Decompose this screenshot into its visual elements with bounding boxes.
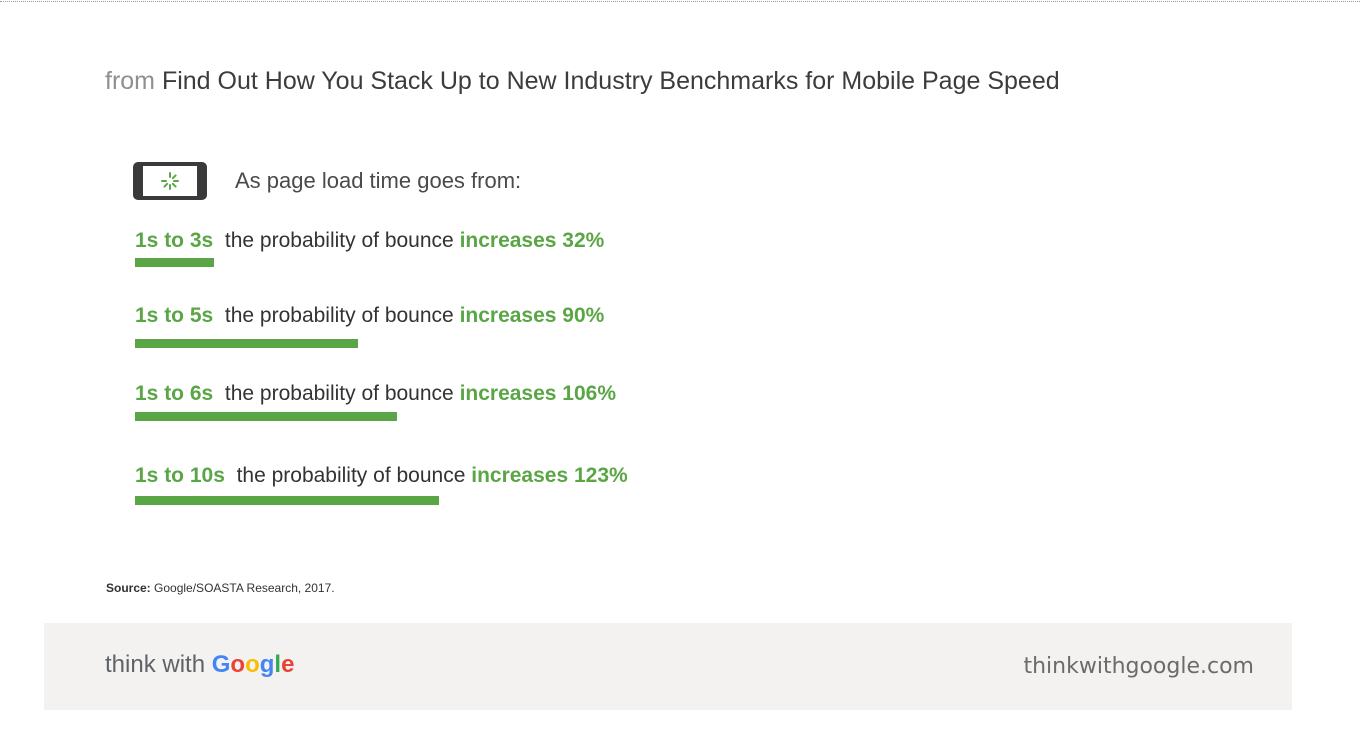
intro-text: As page load time goes from: [235,168,522,193]
bar-1s-to-10s [135,496,439,505]
bar-value-label: increases 32% [459,229,605,252]
source-label: Source: [106,581,151,595]
bar-description: the probability of bounce [236,464,466,487]
google-letter: G [211,651,231,678]
google-letter: e [281,651,295,678]
bar-range-label: 1s to 5s [135,304,214,327]
google-letter: o [245,651,260,678]
bar-range-label: 1s to 6s [135,382,214,405]
footer: think with Google thinkwithgoogle.com [44,623,1292,710]
bar-1s-to-3s [135,258,214,267]
bar-1s-to-5s [135,339,358,348]
google-letter: o [230,651,246,678]
page-title: from Find Out How You Stack Up to New In… [105,67,1060,96]
phone-loading-icon [133,162,207,200]
bar-row-text: 1s to 3s the probability of bounce incre… [135,229,604,253]
site-url: thinkwithgoogle.com [1023,654,1254,679]
bar-description: the probability of bounce [224,382,454,405]
bar-row-text: 1s to 10s the probability of bounce incr… [135,464,628,488]
bar-description: the probability of bounce [224,304,454,327]
bar-description: the probability of bounce [224,229,454,252]
google-letter: l [274,651,282,678]
bar-value-label: increases 90% [459,304,605,327]
source-text: Google/SOASTA Research, 2017. [154,581,335,595]
top-dotted-divider [0,1,1360,2]
title-prefix: from [105,67,155,95]
bar-range-label: 1s to 3s [135,229,214,252]
brand-with: with [162,651,206,678]
bar-range-label: 1s to 10s [135,464,225,487]
google-letter: g [259,651,275,678]
bar-value-label: increases 106% [459,382,617,405]
source-note: Source: Google/SOASTA Research, 2017. [106,581,335,595]
title-text: Find Out How You Stack Up to New Industr… [161,67,1060,95]
bar-row-text: 1s to 5s the probability of bounce incre… [135,304,604,328]
brand-google: Google [212,651,295,678]
bar-value-label: increases 123% [471,464,628,487]
bar-row-text: 1s to 6s the probability of bounce incre… [135,382,616,406]
bar-1s-to-6s [135,412,397,421]
brand-think: think [105,651,156,678]
think-with-google-logo: think with Google [105,651,294,679]
